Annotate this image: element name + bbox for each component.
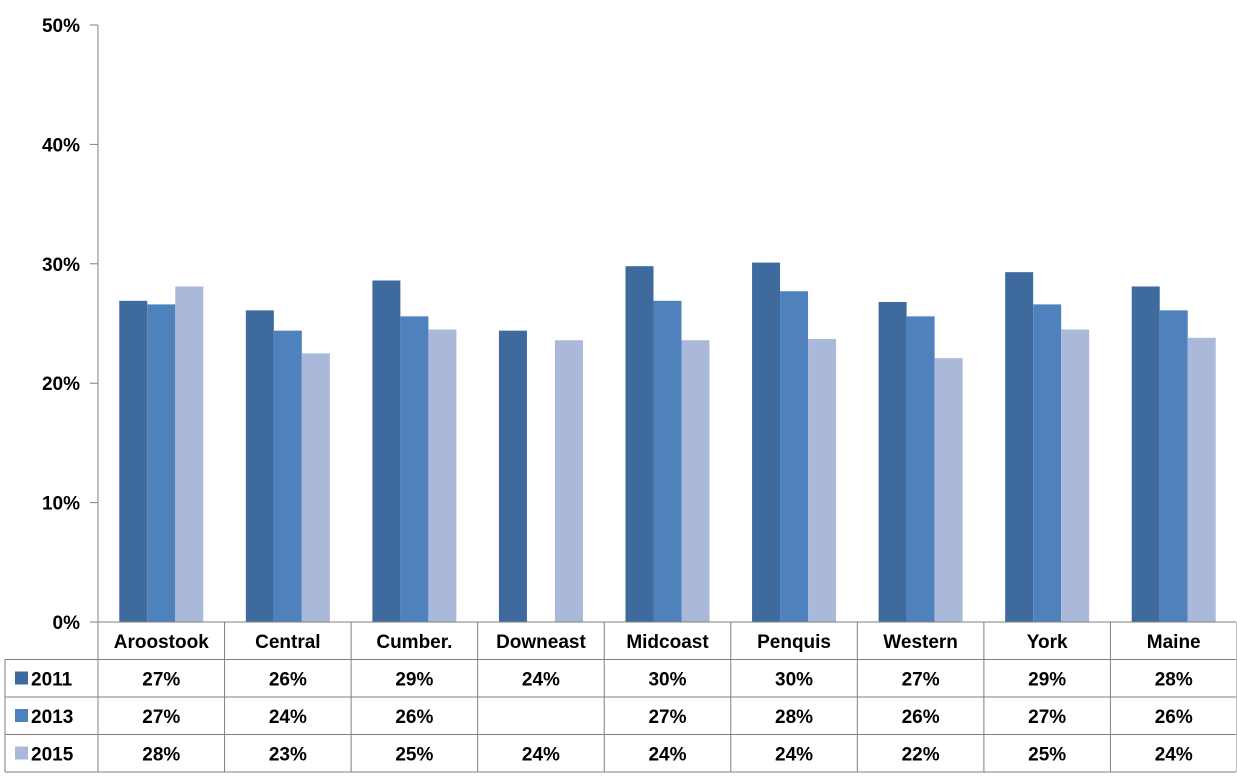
bar	[498, 330, 527, 622]
data-value-label: 25%	[1028, 745, 1066, 766]
data-value-label: 23%	[269, 745, 307, 766]
data-value-label: 24%	[775, 745, 813, 766]
data-table: Aroostook Central Cumber. Downeast Midcoast P…	[4, 621, 1237, 773]
bar	[554, 340, 583, 622]
bar	[934, 358, 963, 622]
data-value-label: 24%	[522, 745, 560, 766]
data-value-label: 27%	[648, 707, 686, 728]
data-value-label: 27%	[142, 707, 180, 728]
legend-swatch	[15, 709, 28, 722]
y-tick-label: 30%	[42, 255, 80, 276]
bar	[878, 302, 907, 622]
bar	[273, 330, 302, 622]
bar	[400, 316, 429, 622]
data-value-label: 24%	[522, 670, 560, 691]
bars	[119, 262, 1216, 622]
data-value-label: 24%	[648, 745, 686, 766]
data-value-label: 26%	[269, 670, 307, 691]
bar	[653, 300, 682, 622]
data-value-label: 30%	[648, 670, 686, 691]
category-label: Penquis	[757, 632, 831, 653]
bar	[808, 339, 837, 622]
data-value-label: 29%	[1028, 670, 1066, 691]
bar	[1033, 304, 1062, 622]
bar	[119, 300, 148, 622]
data-value-label: 25%	[395, 745, 433, 766]
data-value-label: 27%	[142, 670, 180, 691]
data-value-label: 24%	[269, 707, 307, 728]
category-label: Midcoast	[626, 632, 709, 653]
category-label: York	[1027, 632, 1068, 653]
bar	[372, 280, 401, 622]
data-value-label: 30%	[775, 670, 813, 691]
bar	[752, 262, 781, 622]
data-value-label: 28%	[775, 707, 813, 728]
bar	[245, 310, 274, 622]
bar	[428, 329, 457, 622]
category-label: Aroostook	[114, 632, 209, 653]
legend-swatch	[15, 671, 28, 685]
y-tick-label: 10%	[42, 494, 80, 515]
data-value-label: 26%	[902, 707, 940, 728]
bar	[906, 316, 935, 622]
bar	[1061, 329, 1090, 622]
bar	[1005, 272, 1034, 622]
category-label: Downeast	[496, 632, 586, 653]
bar	[1159, 310, 1188, 622]
data-value-label: 27%	[902, 670, 940, 691]
bar	[301, 353, 330, 622]
category-label: Maine	[1147, 632, 1201, 653]
data-value-label: 29%	[395, 670, 433, 691]
y-tick-label: 40%	[42, 135, 80, 156]
category-label: Central	[255, 632, 320, 653]
bar	[625, 266, 654, 622]
bar	[1187, 337, 1216, 622]
data-value-label: 26%	[395, 707, 433, 728]
series-name: 2013	[31, 707, 73, 728]
bar	[175, 286, 204, 622]
y-tick-label: 20%	[42, 374, 80, 395]
data-value-label: 27%	[1028, 707, 1066, 728]
data-value-label: 24%	[1155, 745, 1193, 766]
series-name: 2015	[31, 745, 74, 766]
y-tick-label: 50%	[42, 16, 80, 37]
data-value-label: 22%	[902, 745, 940, 766]
legend-swatch	[15, 746, 28, 760]
y-axis: 0% 10% 20% 30% 40% 50%	[42, 16, 99, 634]
series-name: 2011	[31, 670, 73, 691]
bar	[681, 340, 710, 622]
y-tick-label: 0%	[53, 613, 81, 634]
bar	[147, 304, 176, 622]
bar	[1131, 286, 1160, 622]
data-value-label: 28%	[142, 745, 180, 766]
data-value-label: 26%	[1155, 707, 1193, 728]
data-value-label: 28%	[1155, 670, 1193, 691]
category-label: Western	[883, 632, 958, 653]
category-label: Cumber.	[376, 632, 452, 653]
bar	[780, 291, 809, 622]
